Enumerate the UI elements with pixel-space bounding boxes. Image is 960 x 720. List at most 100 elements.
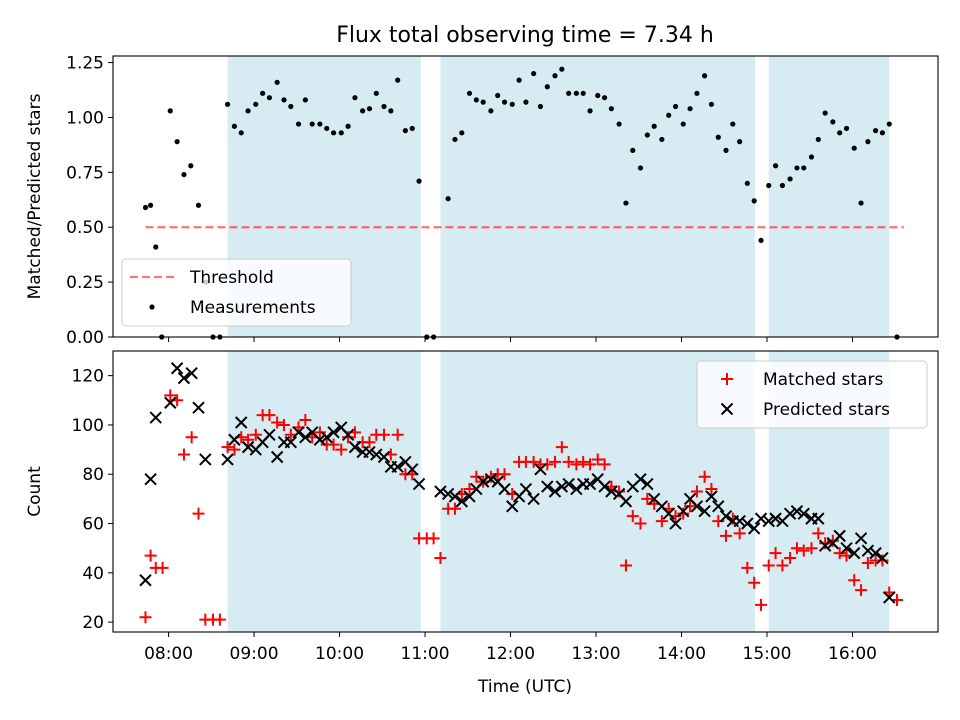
legend-measurement-swatch <box>149 304 155 310</box>
matched-star-point <box>299 414 312 427</box>
measurement-point <box>537 103 544 110</box>
matched-star-point <box>342 431 355 444</box>
predicted-star-point <box>144 472 157 486</box>
measurement-point <box>744 180 750 186</box>
matched-star-point <box>705 483 718 496</box>
matched-star-point <box>748 576 761 589</box>
measurement-point <box>302 97 308 103</box>
matched-star-point <box>527 455 540 468</box>
measurement-point <box>445 196 451 202</box>
matched-star-point <box>848 574 861 587</box>
matched-star-point <box>221 441 234 454</box>
matched-star-point <box>434 552 447 565</box>
matched-star-point <box>655 515 668 528</box>
measurement-point <box>659 136 665 143</box>
predicted-star-point <box>235 416 248 429</box>
x-tick-label: 11:00 <box>401 644 450 664</box>
measurement-point <box>552 73 558 79</box>
measurement-point <box>509 101 515 107</box>
measurement-point <box>523 99 529 105</box>
observing-interval-shade <box>768 56 890 337</box>
measurement-point <box>288 103 294 110</box>
measurement-point <box>801 165 807 171</box>
predicted-star-point <box>484 472 498 486</box>
measurement-point <box>794 165 800 171</box>
matched-star-point <box>562 455 575 468</box>
matched-star-point <box>812 527 825 540</box>
predicted-star-point <box>313 433 327 446</box>
predicted-star-point <box>541 480 554 493</box>
predicted-star-point <box>149 411 162 424</box>
y-tick-label: 0.25 <box>66 273 104 293</box>
measurement-point <box>281 97 287 103</box>
measurement-point <box>822 110 828 116</box>
predicted-star-point <box>348 440 362 454</box>
measurement-point <box>266 95 273 101</box>
y-tick-label: 120 <box>72 367 104 387</box>
measurement-point <box>153 244 159 250</box>
measurement-point <box>466 90 473 96</box>
measurement-point <box>858 200 864 206</box>
matched-star-point <box>784 552 797 565</box>
predicted-star-point <box>391 460 404 474</box>
measurement-point <box>480 99 486 105</box>
measurement-point <box>566 90 572 96</box>
y-tick-label: 0.00 <box>66 328 104 348</box>
predicted-star-point <box>769 512 782 525</box>
x-tick-label: 08:00 <box>144 644 193 664</box>
predicted-star-point <box>555 480 569 493</box>
predicted-star-point <box>434 485 447 498</box>
legend-box <box>696 360 928 429</box>
y-tick-label: 60 <box>82 515 104 535</box>
predicted-star-point <box>840 541 853 555</box>
measurement-point <box>366 106 373 112</box>
predicted-star-point <box>534 463 547 476</box>
predicted-star-point <box>833 529 846 543</box>
matched-star-point <box>790 542 803 555</box>
x-tick-label: 12:00 <box>486 644 535 664</box>
x-tick-label: 09:00 <box>230 644 279 664</box>
predicted-star-point <box>370 448 383 461</box>
measurement-point <box>837 130 843 136</box>
predicted-star-point <box>854 532 868 545</box>
predicted-star-point <box>177 371 191 385</box>
legend-matched-label: Matched stars <box>763 370 883 390</box>
predicted-star-point <box>583 477 597 491</box>
measurement-point <box>181 171 187 178</box>
matched-star-point <box>577 455 590 468</box>
matched-star-point <box>555 441 568 454</box>
observing-interval-shade <box>440 56 756 337</box>
matched-star-point <box>313 426 326 439</box>
measurement-point <box>730 121 736 127</box>
measurement-point <box>274 79 280 85</box>
predicted-star-point <box>320 431 333 444</box>
predicted-star-point <box>199 453 212 466</box>
measurement-point <box>779 182 786 189</box>
measurement-point <box>402 128 408 134</box>
matched-star-point <box>741 561 754 574</box>
x-tick-label: 15:00 <box>743 644 792 664</box>
legend: Threshold Measurements <box>121 258 352 327</box>
predicted-star-point <box>812 512 825 525</box>
predicted-star-point <box>883 591 896 604</box>
measurement-point <box>637 165 644 171</box>
matched-star-point <box>249 428 262 441</box>
predicted-star-point <box>527 492 540 506</box>
measurement-point <box>188 163 194 169</box>
predicted-star-point <box>634 472 647 486</box>
measurement-point <box>708 101 715 107</box>
measurement-point <box>360 108 366 114</box>
y-axis-label: Matched/Predicted stars <box>25 93 45 299</box>
predicted-star-point <box>598 480 611 493</box>
y-tick-label: 40 <box>82 564 104 584</box>
legend-predicted-swatch <box>720 402 734 416</box>
axes-frame <box>112 350 939 633</box>
predicted-star-point <box>406 463 419 476</box>
matched-star-point <box>427 532 440 545</box>
matched-star-point <box>548 455 561 468</box>
matched-star-point <box>819 537 832 550</box>
measurement-point <box>879 130 886 136</box>
count-panel: 20 40 60 80 100 120 08:00 09:00 10:00 11:00 12:00 1… <box>25 350 939 664</box>
measurement-point <box>580 90 586 96</box>
